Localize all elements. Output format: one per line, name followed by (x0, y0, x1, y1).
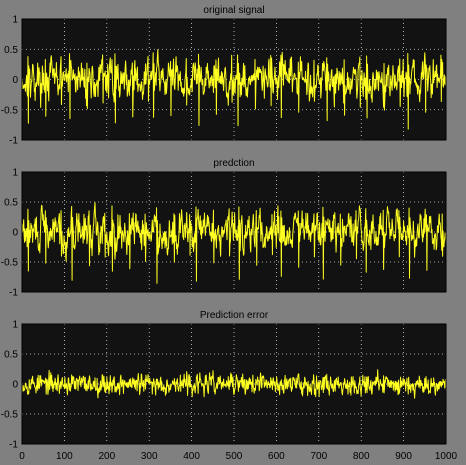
series-line-1 (21, 202, 447, 284)
y-tick-label: -0.5 (1, 258, 19, 269)
y-tick-label: -1 (9, 136, 18, 147)
y-tick-label: -1 (9, 440, 18, 451)
axes-frame (21, 171, 447, 293)
panel-title: predction (213, 158, 254, 169)
x-tick-label: 900 (395, 451, 412, 462)
x-tick-label: 800 (353, 451, 370, 462)
series-line-1 (21, 49, 447, 130)
axes-frame (21, 323, 447, 445)
y-tick-label: -0.5 (1, 105, 19, 116)
panel-title: Prediction error (200, 310, 269, 321)
y-tick-label: 0 (12, 75, 18, 86)
x-tick-label: 300 (141, 451, 158, 462)
y-tick-label: 1 (12, 320, 18, 331)
x-tick-label: 0 (19, 451, 25, 462)
x-tick-label: 200 (98, 451, 115, 462)
panel-1: original signal 1 0.5 0 -0.5 -1 (1, 5, 447, 147)
y-tick-label: 1 (12, 15, 18, 26)
y-tick-label: 0.5 (4, 350, 18, 361)
series-line-1 (21, 369, 447, 399)
x-tick-label: 100 (56, 451, 73, 462)
axes-frame (21, 18, 447, 141)
y-tick-label: -0.5 (1, 410, 19, 421)
panel-2: predction 1 0.5 0 -0.5 -1 (1, 158, 447, 299)
y-tick-label: 1 (12, 168, 18, 179)
y-tick-label: 0.5 (4, 45, 18, 56)
x-tick-label: 700 (310, 451, 327, 462)
y-tick-label: 0.5 (4, 198, 18, 209)
x-tick-label: 500 (226, 451, 243, 462)
y-tick-label: 0 (12, 380, 18, 391)
x-tick-label: 600 (268, 451, 285, 462)
x-tick-label: 400 (183, 451, 200, 462)
y-tick-label: -1 (9, 288, 18, 299)
x-tick-label: 1000 (435, 451, 458, 462)
y-tick-label: 0 (12, 228, 18, 239)
panel-title: original signal (203, 5, 264, 16)
